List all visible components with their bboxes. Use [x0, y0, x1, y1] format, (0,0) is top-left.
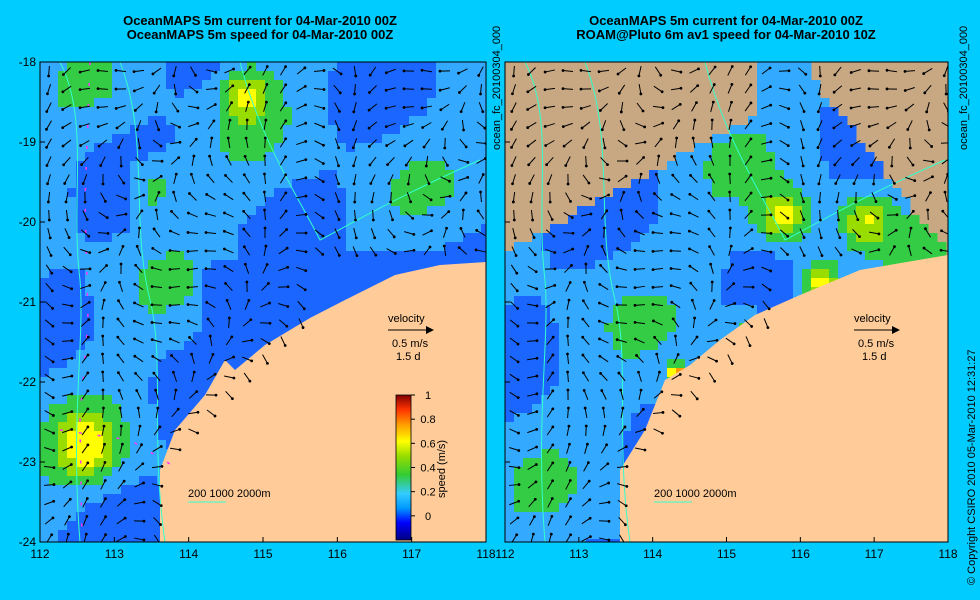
left-lon-tick-114: 114	[179, 547, 198, 561]
left-lat-tick--18: -18	[19, 55, 37, 69]
left-lat-tick--19: -19	[19, 135, 37, 149]
left-title-line2: OceanMAPS 5m speed for 04-Mar-2010 00Z	[126, 27, 394, 42]
right-title-line1: OceanMAPS 5m current for 04-Mar-2010 00Z	[589, 13, 863, 28]
left-lon-tick-117: 117	[402, 547, 421, 561]
right-current-vectors	[508, 65, 948, 542]
left-lat-tick--23: -23	[19, 455, 37, 469]
right-isobath-legend: 200 1000 2000m	[654, 488, 737, 503]
left-lat-tick--20: -20	[19, 215, 37, 229]
left-lat-tick--21: -21	[19, 295, 37, 309]
left-isobath-1000	[119, 62, 166, 542]
left-velocity-label: velocity	[388, 313, 425, 325]
left-isobath-legend: 200 1000 2000m	[188, 488, 271, 503]
left-lon-tick-118: 118	[476, 547, 495, 561]
right-land	[620, 255, 948, 542]
colorbar-label: speed (m/s)	[436, 440, 448, 498]
right-lon-tick-114: 114	[643, 547, 662, 561]
right-velocity-time: 1.5 d	[862, 351, 886, 363]
right-lon-tick-115: 115	[717, 547, 736, 561]
right-lon-tick-112: 112	[495, 547, 514, 561]
left-panel-title: OceanMAPS 5m current for 04-Mar-2010 00Z…	[40, 14, 480, 42]
right-title-line2: ROAM@Pluto 6m av1 speed for 04-Mar-2010 …	[576, 27, 876, 42]
right-isobath-1000	[584, 62, 631, 542]
left-isobath-label: 200 1000 2000m	[188, 488, 271, 500]
colorbar-tick-0.4: 0.4	[420, 463, 435, 475]
left-velocity-speed: 0.5 m/s	[392, 338, 429, 350]
colorbar-tick-0: 0	[425, 511, 431, 523]
left-lon-tick-115: 115	[253, 547, 272, 561]
left-lat-tick--22: -22	[19, 375, 37, 389]
left-lon-tick-116: 116	[328, 547, 347, 561]
left-lon-tick-113: 113	[105, 547, 124, 561]
left-isobath-2000	[59, 62, 82, 542]
right-lon-tick-113: 113	[569, 547, 588, 561]
right-isobath-200	[704, 62, 946, 241]
copyright-label: © Copyright CSIRO 2010 05-Mar-2010 12:31…	[966, 349, 978, 585]
right-velocity-legend: velocity 0.5 m/s 1.5 d	[854, 313, 900, 363]
left-axis-ticks: 112 113 114 115 116 117 118 -18 -19 -20 -21 -22 -23 -…	[19, 55, 496, 561]
right-isobath-label: 200 1000 2000m	[654, 488, 737, 500]
left-velocity-time: 1.5 d	[396, 351, 420, 363]
left-lat-tick--24: -24	[19, 535, 37, 549]
right-panel-title: OceanMAPS 5m current for 04-Mar-2010 00Z…	[506, 14, 946, 42]
speed-colorbar: 1 0.8 0.6 0.4 0.2 0 speed (m/s)	[395, 390, 448, 541]
right-isobath-2000	[524, 62, 547, 542]
left-filename-label: ocean_fc_20100304_000	[491, 25, 503, 150]
left-track-1	[79, 62, 91, 542]
left-current-vectors	[43, 65, 486, 542]
right-axis-ticks: 112 113 114 115 116 117 118	[495, 61, 958, 561]
colorbar-tick-0.2: 0.2	[420, 487, 435, 499]
colorbar-gradient	[395, 394, 412, 541]
left-isobath-200	[239, 62, 481, 241]
left-title-line1: OceanMAPS 5m current for 04-Mar-2010 00Z	[123, 13, 397, 28]
left-speed-field	[40, 62, 486, 542]
right-velocity-label: velocity	[854, 313, 891, 325]
right-map-panel	[505, 62, 948, 542]
right-filename-label: ocean_fc_20100304_000	[958, 25, 970, 150]
colorbar-tick-0.8: 0.8	[420, 414, 435, 426]
colorbar-tick-0.6: 0.6	[420, 438, 435, 450]
left-map-panel	[40, 62, 486, 542]
right-lon-tick-116: 116	[791, 547, 810, 561]
right-lon-tick-118: 118	[938, 547, 957, 561]
colorbar-tick-1: 1	[425, 390, 431, 402]
left-lon-tick-112: 112	[30, 547, 49, 561]
right-lon-tick-117: 117	[865, 547, 884, 561]
left-velocity-legend: velocity 0.5 m/s 1.5 d	[388, 313, 434, 363]
right-velocity-speed: 0.5 m/s	[858, 338, 895, 350]
